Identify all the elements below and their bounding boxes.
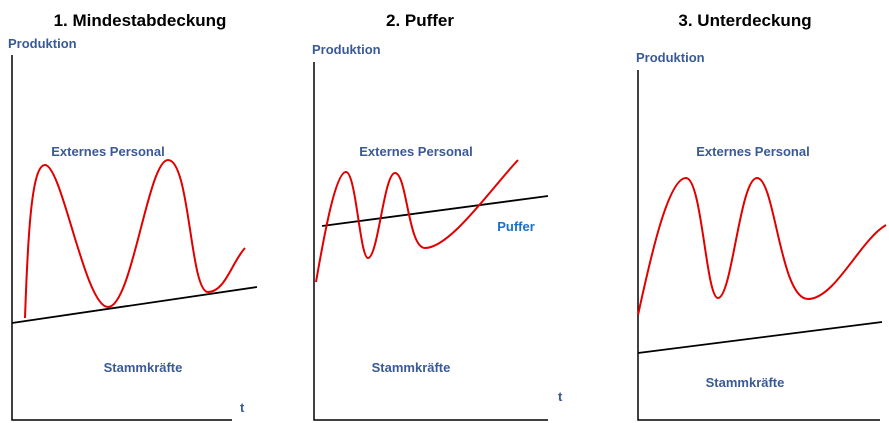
demand-curve [24,158,246,319]
y-axis-label: Produktion [636,50,705,65]
demand-curve [637,176,887,316]
x-axis-label: t [558,389,563,404]
panel-title: 3. Unterdeckung [678,11,811,30]
lower-label: Stammkräfte [372,360,451,375]
base-line [11,286,258,324]
panel: 1. Mindestabdeckung Produktion t Externe… [8,11,258,421]
lower-label: Stammkräfte [706,375,785,390]
panel: 3. Unterdeckung Produktion Externes Pers… [636,11,887,421]
axes [637,70,880,421]
lower-label: Stammkräfte [104,360,183,375]
panel-title: 1. Mindestabdeckung [54,11,227,30]
demand-curve [315,159,519,283]
panel: 2. Puffer Produktion t Externes Personal… [312,11,563,421]
upper-label: Externes Personal [696,144,809,159]
buffer-label: Puffer [497,219,535,234]
upper-label: Externes Personal [51,144,164,159]
y-axis-label: Produktion [8,36,77,51]
x-axis-label: t [240,400,245,415]
y-axis-label: Produktion [312,42,381,57]
panel-title: 2. Puffer [386,11,454,30]
axes [11,55,232,421]
axes [313,62,548,421]
base-line [637,321,883,354]
upper-label: Externes Personal [359,144,472,159]
